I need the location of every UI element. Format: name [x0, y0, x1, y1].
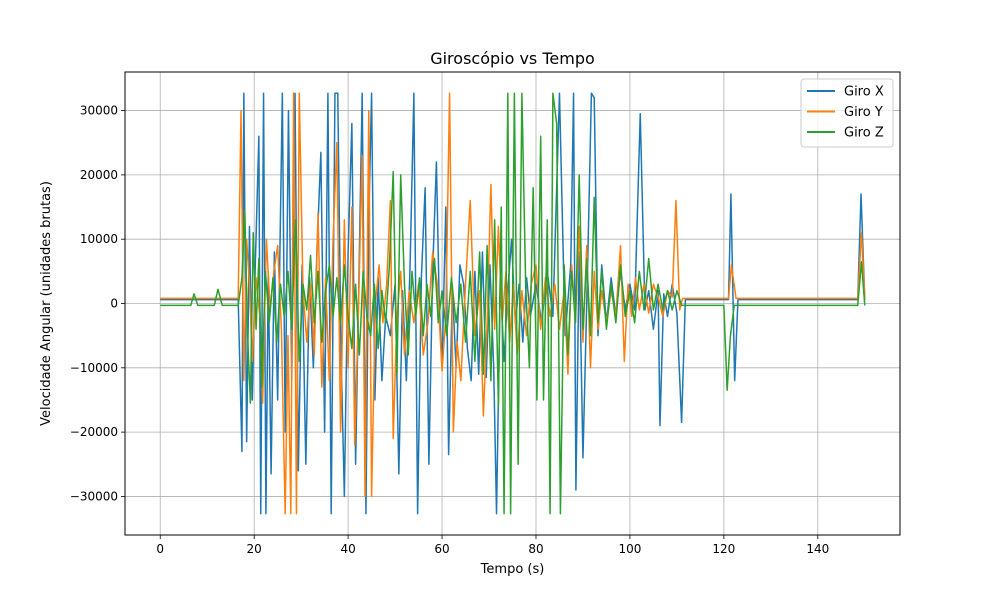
y-tick-label: 10000	[80, 232, 118, 246]
series-line-3	[160, 92, 866, 515]
legend-label: Giro Y	[844, 105, 883, 120]
x-axis-label: Tempo (s)	[480, 562, 545, 577]
legend-label: Giro Z	[844, 126, 884, 141]
legend-box	[800, 78, 894, 148]
y-axis-label: Velocidade Angular (unidades brutas)	[39, 181, 54, 426]
legend: Giro X Giro Y Giro Z	[800, 78, 894, 148]
x-tick-label: 80	[528, 542, 543, 556]
legend-label: Giro X	[844, 85, 884, 100]
x-tick-label: 0	[156, 542, 164, 556]
x-tick-label: 60	[434, 542, 449, 556]
axis-ticks: 0 20 40 60 80 100 120 140 −30000 −20000 −10000 0 100…	[70, 104, 829, 556]
series-lines	[160, 92, 866, 515]
x-tick-label: 20	[247, 542, 262, 556]
y-tick-label: −20000	[70, 425, 118, 439]
y-tick-label: −10000	[70, 361, 118, 375]
x-tick-label: 100	[618, 542, 641, 556]
chart-title: Giroscópio vs Tempo	[430, 49, 595, 68]
x-tick-label: 120	[712, 542, 735, 556]
y-tick-label: 30000	[80, 104, 118, 118]
y-tick-label: 0	[110, 297, 118, 311]
x-tick-label: 140	[806, 542, 829, 556]
x-tick-label: 40	[340, 542, 355, 556]
y-tick-label: −30000	[70, 489, 118, 503]
y-tick-label: 20000	[80, 168, 118, 182]
